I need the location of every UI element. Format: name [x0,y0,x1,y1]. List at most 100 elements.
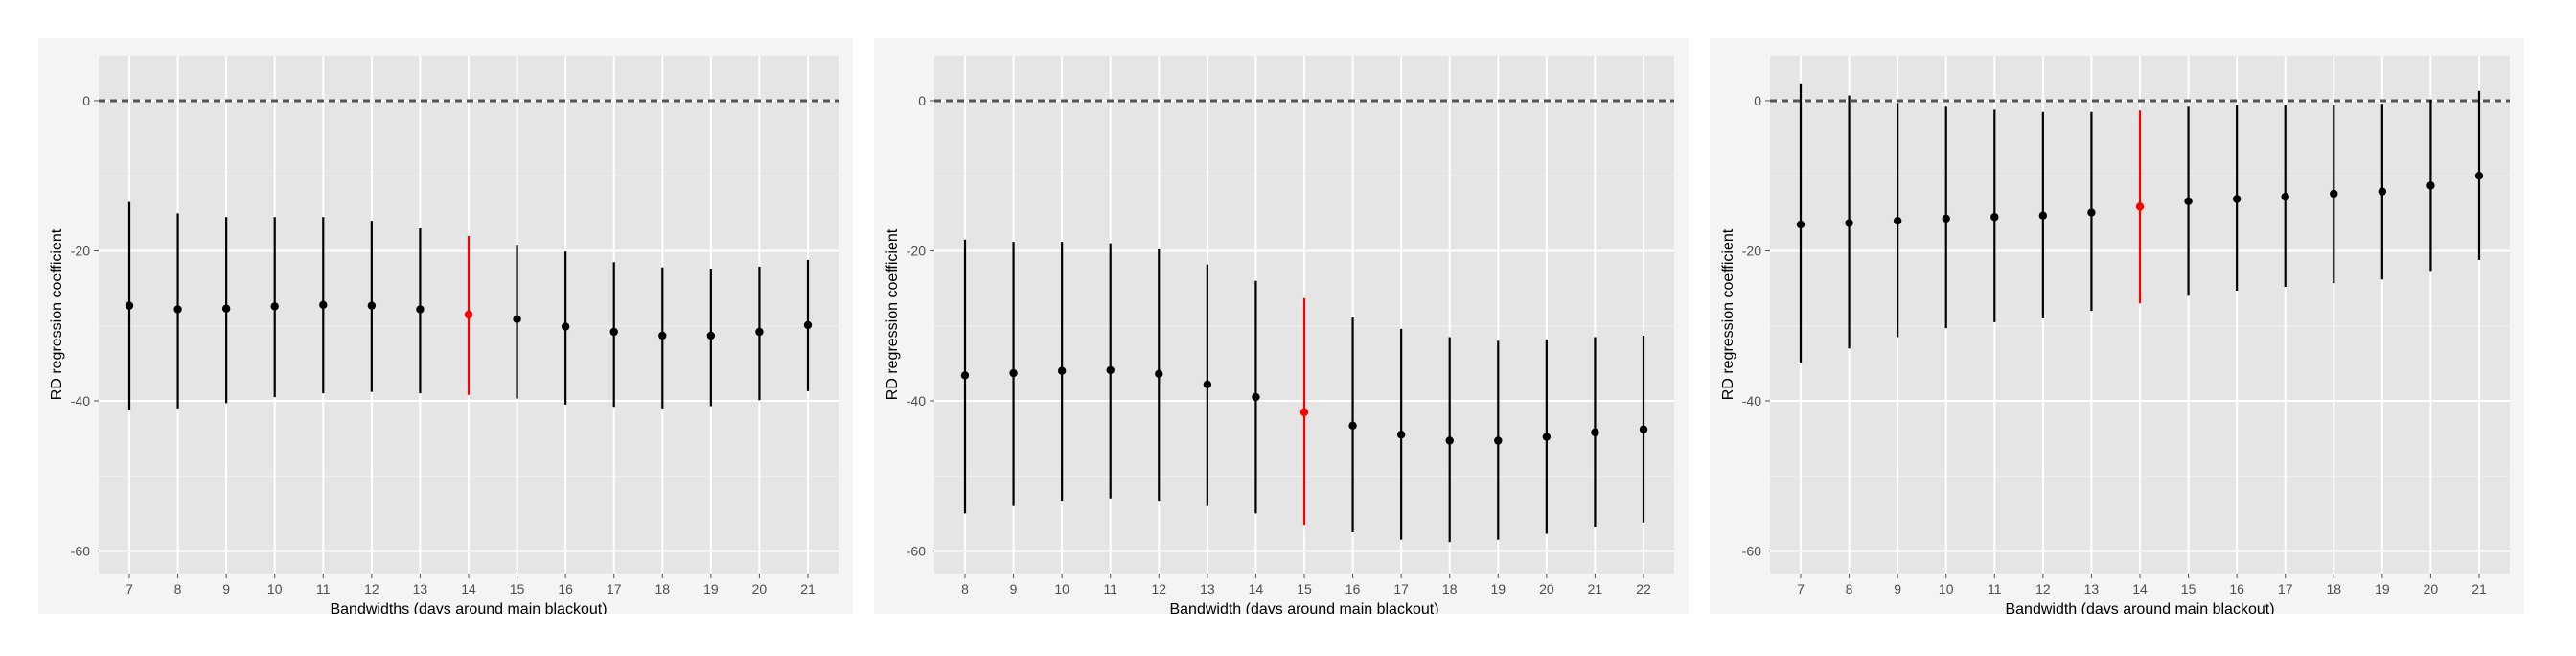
point-estimate [706,331,716,340]
x-tick-label: 13 [1200,581,1215,597]
y-tick-label: -60 [71,544,90,559]
x-tick-label: 9 [222,581,230,597]
point-estimate [1639,425,1648,433]
y-tick-label: -40 [907,393,926,409]
x-tick-label: 20 [2424,581,2439,597]
y-tick-label: -20 [907,243,926,258]
x-tick-label: 19 [703,581,719,597]
x-tick-label: 13 [413,581,428,597]
x-tick-label: 18 [1442,581,1458,597]
y-axis-title: RD regression coefficient [885,228,901,400]
x-tick-label: 11 [1988,581,2002,597]
x-axis-title: Bandwidth (days around main blackout) [1169,601,1438,614]
y-axis-title: RD regression coefficient [1720,228,1736,400]
point-estimate [1942,214,1950,223]
x-tick-label: 8 [961,581,969,597]
point-estimate [1796,220,1806,229]
point-estimate [2474,172,2484,180]
chart-panel-1: 0 -20 -40 -60 7 8 9 10 11 12 13 14 15 16 17 18 19 20 21 Ban… [38,38,853,614]
x-tick-label: 21 [2472,581,2487,597]
point-estimate [367,301,377,310]
chart-panel-2: 0 -20 -40 -60 8 9 10 11 12 13 14 15 16 17 18 19 20 21 22 Ba… [874,38,1689,614]
point-estimate [803,320,813,330]
point-estimate [1542,433,1552,441]
y-tick-label: -40 [71,393,90,409]
y-tick-label: 0 [918,93,926,108]
x-tick-label: 11 [316,581,331,597]
point-estimate [221,304,231,313]
point-estimate [1348,421,1357,431]
x-tick-label: 17 [2278,581,2293,597]
point-estimate [1057,366,1067,375]
x-tick-label: 16 [1346,581,1361,597]
x-tick-label: 10 [1054,581,1070,597]
point-estimate [1494,436,1503,445]
point-estimate [2184,197,2193,206]
x-tick-label: 10 [267,581,283,597]
x-tick-label: 19 [2375,581,2390,597]
x-tick-label: 9 [1010,581,1018,597]
point-estimate [319,300,328,310]
y-tick-label: -40 [1742,393,1761,409]
y-tick-label: -20 [1742,243,1761,258]
x-tick-label: 14 [2132,581,2148,597]
x-tick-label: 17 [607,581,622,597]
point-estimate [610,327,618,337]
x-tick-label: 21 [1588,581,1603,597]
point-estimate [173,305,182,314]
point-estimate [1893,216,1902,225]
point-estimate [755,327,764,337]
y-tick-label: -20 [71,243,90,258]
point-estimate [561,322,570,331]
point-estimate [1396,431,1406,439]
x-tick-label: 12 [1151,581,1166,597]
point-estimate [1203,380,1212,388]
x-tick-label: 16 [2229,581,2244,597]
x-tick-label: 8 [174,581,182,597]
x-tick-label: 12 [364,581,380,597]
x-tick-label: 20 [752,581,768,597]
x-tick-label: 10 [1939,581,1954,597]
point-estimate [125,301,134,310]
point-estimate [2281,192,2289,201]
point-estimate [1155,369,1163,379]
point-estimate [2426,181,2435,190]
x-tick-label: 18 [655,581,670,597]
point-estimate [270,302,279,311]
point-estimate [1300,408,1309,416]
y-axis-title: RD regression coefficient [49,228,65,400]
point-estimate [464,310,473,319]
x-tick-label: 13 [2084,581,2100,597]
x-tick-label: 14 [1249,581,1264,597]
x-tick-label: 22 [1636,581,1651,597]
point-estimate [960,371,970,380]
x-tick-label: 16 [558,581,573,597]
x-tick-label: 7 [126,581,133,597]
x-tick-label: 15 [1297,581,1312,597]
point-estimate [1252,392,1260,402]
point-estimate [2038,211,2048,220]
point-estimate [1845,219,1853,227]
x-tick-label: 14 [461,581,476,597]
x-axis-title: Bandwidth (days around main blackout) [2005,601,2274,614]
x-tick-label: 20 [1539,581,1554,597]
x-tick-label: 15 [2181,581,2196,597]
point-estimate [1106,365,1115,375]
point-estimate [1990,213,1999,222]
point-estimate [1591,428,1599,437]
chart-panel-3: 0 -20 -40 -60 7 8 9 10 11 12 13 14 15 16 17 18 19 20 21 Ban… [1710,38,2524,614]
point-estimate [2378,187,2387,196]
x-tick-label: 17 [1393,581,1409,597]
point-estimate [1445,436,1454,445]
point-estimate [2232,195,2242,203]
point-estimate [513,315,521,323]
x-tick-label: 12 [2036,581,2051,597]
x-tick-label: 7 [1797,581,1805,597]
y-tick-label: 0 [82,93,90,108]
y-tick-label: -60 [907,544,926,559]
point-estimate [2087,208,2096,217]
point-estimate [1009,368,1018,378]
point-estimate [658,331,667,340]
point-estimate [416,305,425,314]
x-tick-label: 19 [1490,581,1506,597]
